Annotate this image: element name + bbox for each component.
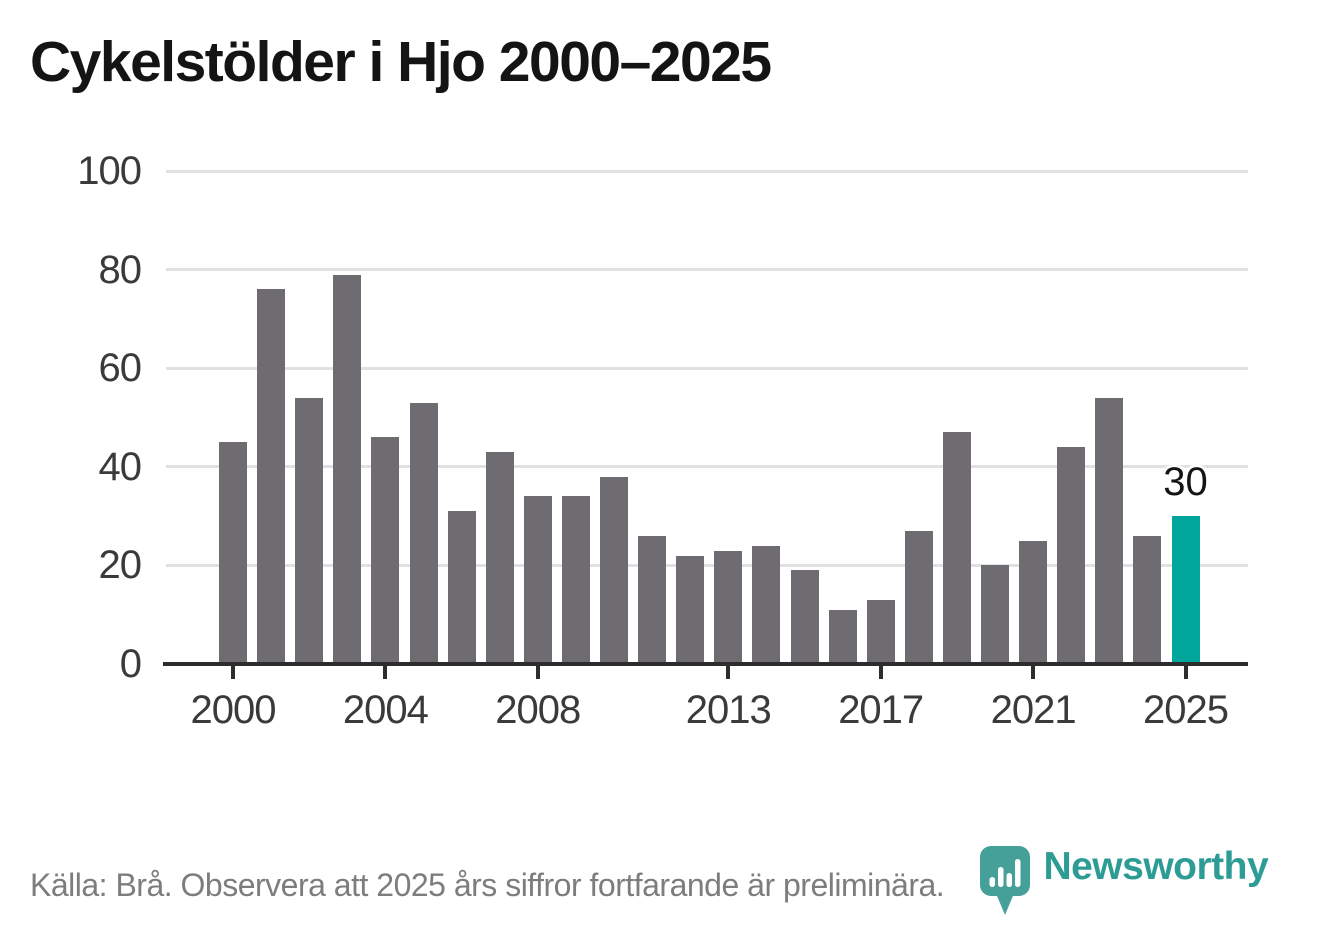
bar-2012	[676, 555, 705, 664]
newsworthy-wordmark: Newsworthy	[1043, 845, 1269, 888]
gridline-y100	[166, 169, 1248, 173]
x-tick-2013	[726, 666, 731, 679]
bar-2021	[1019, 540, 1048, 664]
bar-2013	[714, 550, 743, 664]
bar-2022	[1057, 447, 1086, 664]
source-note: Källa: Brå. Observera att 2025 års siffr…	[30, 867, 945, 903]
x-tick-2025	[1183, 666, 1188, 679]
x-tick-2004	[383, 666, 388, 679]
x-axis-label-2000: 2000	[190, 688, 277, 732]
x-axis-label-2008: 2008	[495, 688, 581, 732]
bar-2024	[1133, 535, 1162, 664]
bar-2025	[1171, 516, 1200, 664]
bar-2017	[866, 599, 895, 664]
bar-2006	[447, 511, 476, 664]
x-axis-line	[163, 662, 1248, 666]
x-tick-2017	[878, 666, 883, 679]
x-axis-label-2025: 2025	[1143, 688, 1229, 732]
chart-title: Cykelstölder i Hjo 2000–2025	[30, 30, 772, 94]
bar-2018	[904, 530, 933, 664]
x-axis-label-2021: 2021	[990, 688, 1077, 732]
newsworthy-branding: Newsworthy	[979, 845, 1269, 917]
bar-2016	[828, 609, 857, 664]
y-axis-label-0: 0	[119, 642, 142, 686]
bar-2010	[600, 476, 628, 664]
bar-2000	[219, 442, 247, 664]
y-axis-label-20: 20	[98, 543, 143, 588]
gridline-y40	[166, 465, 1248, 469]
x-axis-label-2017: 2017	[838, 688, 924, 732]
bar-2007	[485, 452, 514, 664]
gridline-y20	[166, 563, 1248, 567]
y-axis-label-80: 80	[98, 247, 143, 292]
x-tick-2021	[1031, 666, 1036, 679]
bar-2020	[981, 565, 1009, 664]
x-axis-label-2004: 2004	[342, 688, 429, 732]
bar-2019	[942, 432, 971, 664]
x-axis-label-2013: 2013	[685, 688, 772, 732]
bar-2009	[561, 496, 590, 664]
x-tick-2008	[535, 666, 540, 679]
bar-2011	[638, 535, 667, 664]
gridline-y80	[166, 268, 1248, 272]
bar-2004	[371, 437, 400, 664]
bar-2002	[295, 397, 324, 664]
bar-2015	[790, 570, 819, 664]
bar-2014	[752, 545, 781, 664]
gridline-y60	[166, 366, 1248, 370]
x-tick-2000	[231, 666, 235, 679]
y-axis-label-40: 40	[98, 444, 143, 489]
bar-2005	[409, 402, 438, 664]
bar-2001	[257, 289, 286, 664]
y-axis-label-100: 100	[77, 149, 142, 193]
bar-2008	[523, 496, 552, 664]
highlighted-bar-value-label: 30	[1163, 460, 1208, 505]
bar-2003	[333, 274, 362, 664]
bar-2023	[1095, 397, 1124, 664]
y-axis-label-60: 60	[98, 346, 143, 391]
newsworthy-pin-barchart-icon	[980, 846, 1030, 915]
